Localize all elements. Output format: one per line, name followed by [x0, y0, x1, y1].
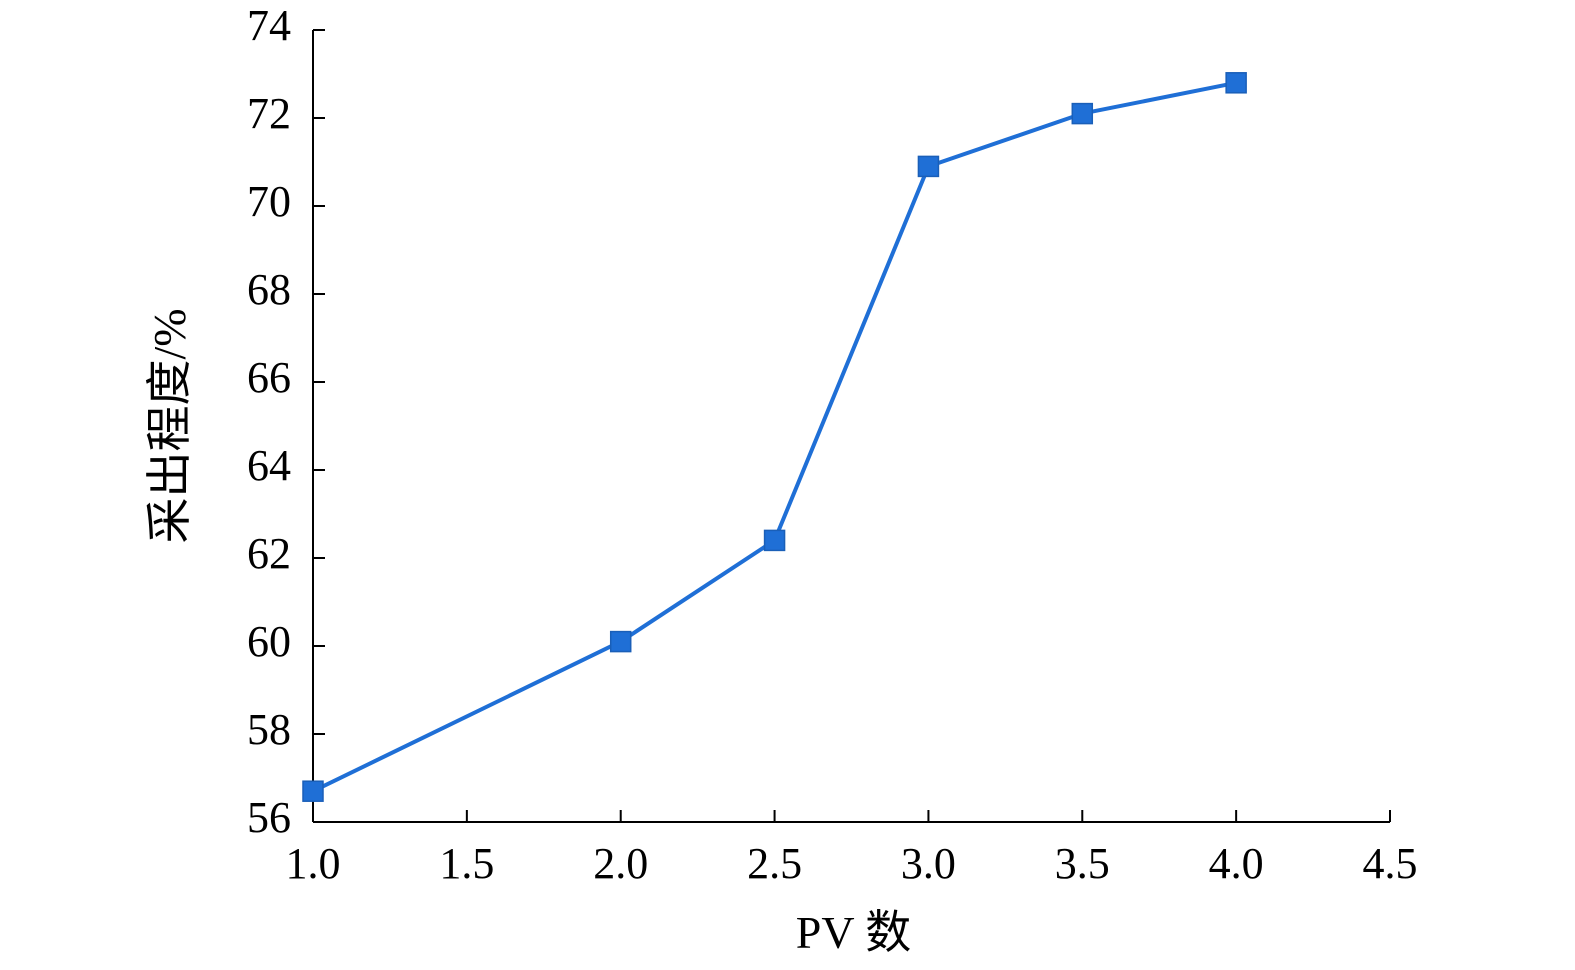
- y-tick-label: 72: [247, 89, 291, 138]
- data-point-marker: [302, 780, 324, 802]
- y-tick-label: 58: [247, 705, 291, 754]
- x-axis-title: PV 数: [796, 907, 911, 958]
- y-tick-label: 60: [247, 617, 291, 666]
- y-ticks: 56 58 60 62 64 66 68 70 72 74: [247, 1, 325, 842]
- data-point-marker: [609, 630, 632, 653]
- series-line: [312, 80, 1237, 793]
- x-tick-label: 2.0: [593, 839, 648, 888]
- series-layer: [302, 72, 1247, 802]
- x-tick-label: 3.0: [901, 839, 956, 888]
- data-point-marker: [1071, 102, 1094, 125]
- x-tick-label: 1.0: [286, 839, 341, 888]
- data-point-marker: [763, 529, 786, 552]
- axes: [312, 30, 1390, 823]
- y-tick-label: 56: [247, 793, 291, 842]
- data-point-marker: [917, 155, 940, 178]
- x-tick-label: 2.5: [747, 839, 802, 888]
- x-tick-label: 1.5: [439, 839, 494, 888]
- x-tick-label: 3.5: [1055, 839, 1110, 888]
- x-tick-label: 4.0: [1209, 839, 1264, 888]
- y-tick-label: 66: [247, 353, 291, 402]
- y-axis-title: 采出程度/%: [144, 308, 195, 543]
- y-tick-label: 62: [247, 529, 291, 578]
- y-tick-label: 70: [247, 177, 291, 226]
- x-tick-label: 4.5: [1363, 839, 1418, 888]
- y-tick-label: 74: [247, 1, 291, 50]
- x-ticks: 1.0 1.5 2.0 2.5 3.0 3.5 4.0 4.5: [286, 810, 1418, 888]
- y-tick-label: 64: [247, 441, 291, 490]
- y-tick-label: 68: [247, 265, 291, 314]
- data-point-marker: [1225, 72, 1247, 94]
